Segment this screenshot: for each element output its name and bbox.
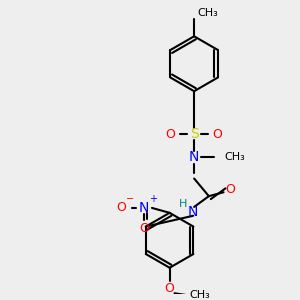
Text: CH₃: CH₃ <box>189 290 210 300</box>
Text: −: − <box>127 194 135 204</box>
Text: O: O <box>139 222 149 235</box>
Text: O: O <box>213 128 223 141</box>
Text: H: H <box>179 199 188 209</box>
Text: N: N <box>188 205 198 219</box>
Text: N: N <box>189 150 199 164</box>
Text: CH₃: CH₃ <box>197 8 218 18</box>
Text: N: N <box>139 201 149 215</box>
Text: O: O <box>166 128 176 141</box>
Text: CH₃: CH₃ <box>224 152 245 162</box>
Text: S: S <box>190 128 199 141</box>
Text: O: O <box>117 201 127 214</box>
Text: O: O <box>165 282 175 295</box>
Text: +: + <box>149 194 157 204</box>
Text: O: O <box>226 183 236 196</box>
